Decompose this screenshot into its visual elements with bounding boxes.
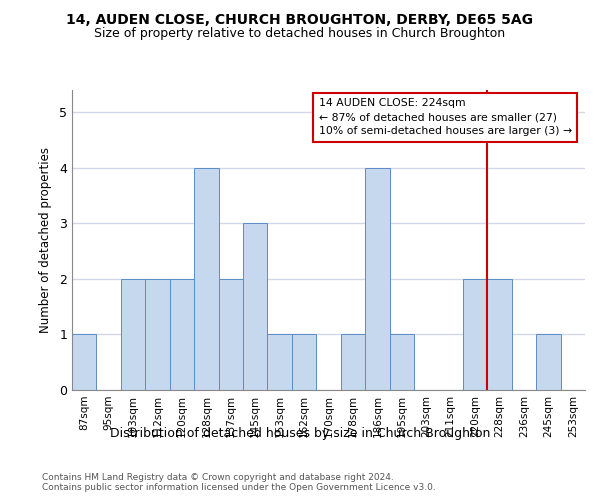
Bar bbox=[389, 334, 414, 390]
Bar bbox=[341, 334, 365, 390]
Text: Distribution of detached houses by size in Church Broughton: Distribution of detached houses by size … bbox=[110, 428, 490, 440]
Bar bbox=[170, 279, 194, 390]
Bar bbox=[268, 334, 292, 390]
Bar bbox=[292, 334, 316, 390]
Bar bbox=[145, 279, 170, 390]
Bar bbox=[121, 279, 145, 390]
Bar bbox=[487, 279, 512, 390]
Bar bbox=[243, 224, 268, 390]
Bar bbox=[218, 279, 243, 390]
Bar bbox=[463, 279, 487, 390]
Text: 14, AUDEN CLOSE, CHURCH BROUGHTON, DERBY, DE65 5AG: 14, AUDEN CLOSE, CHURCH BROUGHTON, DERBY… bbox=[67, 12, 533, 26]
Text: Size of property relative to detached houses in Church Broughton: Size of property relative to detached ho… bbox=[94, 28, 506, 40]
Y-axis label: Number of detached properties: Number of detached properties bbox=[39, 147, 52, 333]
Text: 14 AUDEN CLOSE: 224sqm
← 87% of detached houses are smaller (27)
10% of semi-det: 14 AUDEN CLOSE: 224sqm ← 87% of detached… bbox=[319, 98, 572, 136]
Bar bbox=[536, 334, 560, 390]
Bar bbox=[72, 334, 97, 390]
Bar bbox=[194, 168, 218, 390]
Bar bbox=[365, 168, 389, 390]
Text: Contains HM Land Registry data © Crown copyright and database right 2024.
Contai: Contains HM Land Registry data © Crown c… bbox=[42, 472, 436, 492]
